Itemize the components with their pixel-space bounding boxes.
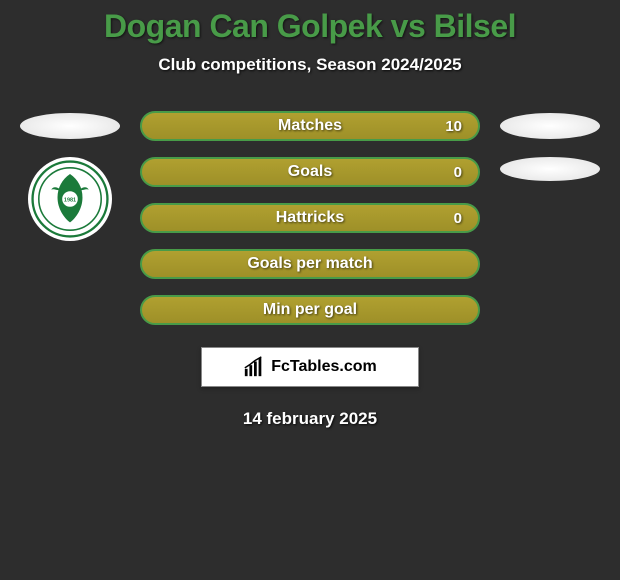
svg-text:1981: 1981 — [64, 197, 76, 203]
right-club-placeholder — [500, 157, 600, 181]
stat-label: Matches — [278, 117, 342, 135]
left-club-logo: 1981 — [28, 157, 112, 241]
brand-link[interactable]: FcTables.com — [201, 347, 419, 387]
stat-bar-goals: Goals 0 — [140, 157, 480, 187]
chart-icon — [243, 356, 265, 378]
right-player-col — [500, 111, 600, 181]
stat-value: 0 — [454, 210, 462, 227]
stat-label: Hattricks — [276, 209, 344, 227]
stat-bar-hattricks: Hattricks 0 — [140, 203, 480, 233]
left-player-col: 1981 — [20, 111, 120, 241]
brand-text: FcTables.com — [271, 358, 377, 376]
stat-value: 0 — [454, 164, 462, 181]
comparison-panel: Dogan Can Golpek vs Bilsel Club competit… — [0, 0, 620, 429]
stat-bar-goals-per-match: Goals per match — [140, 249, 480, 279]
stat-label: Goals — [288, 163, 332, 181]
page-title: Dogan Can Golpek vs Bilsel — [0, 8, 620, 45]
right-player-placeholder — [500, 113, 600, 139]
stat-bar-matches: Matches 10 — [140, 111, 480, 141]
konyaspor-logo-icon: 1981 — [31, 160, 109, 238]
stat-label: Goals per match — [247, 255, 372, 273]
date-text: 14 february 2025 — [0, 409, 620, 429]
left-player-placeholder — [20, 113, 120, 139]
subtitle: Club competitions, Season 2024/2025 — [0, 55, 620, 75]
stat-bar-min-per-goal: Min per goal — [140, 295, 480, 325]
stats-column: Matches 10 Goals 0 Hattricks 0 Goals per… — [140, 111, 480, 325]
stat-value: 10 — [445, 118, 462, 135]
main-row: 1981 Matches 10 Goals 0 Hattricks 0 — [0, 111, 620, 325]
stat-label: Min per goal — [263, 301, 357, 319]
